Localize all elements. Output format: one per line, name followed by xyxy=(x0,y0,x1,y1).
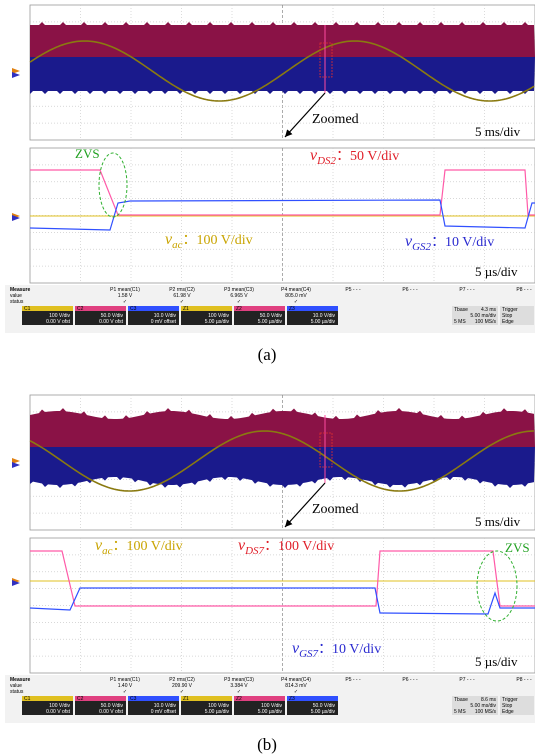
param-status: ✓ xyxy=(123,299,127,305)
caption: (b) xyxy=(257,735,277,754)
channel-id: Z1 xyxy=(183,696,189,702)
param-status: ✓ xyxy=(237,689,241,695)
zoom-label: Zoomed xyxy=(312,112,359,127)
zoom-label: Zoomed xyxy=(312,502,359,517)
param-name: P7 - - - xyxy=(459,677,475,683)
channel-offset: 0.00 V ofst xyxy=(99,319,124,325)
param-name: P7 - - - xyxy=(459,287,475,293)
channel-marker xyxy=(12,462,20,468)
channel-id: Z1 xyxy=(183,306,189,312)
channel-offset: 5.00 µs/div xyxy=(205,709,230,715)
channel-offset: 5.00 µs/div xyxy=(205,319,230,325)
label-scale: ：100 V/div xyxy=(113,539,183,554)
gs-envelope xyxy=(30,57,535,94)
param-status: ✓ xyxy=(294,689,298,695)
param-status: ✓ xyxy=(294,299,298,305)
label-subscript: GS7 xyxy=(299,648,318,660)
channel-id: C2 xyxy=(77,306,84,312)
param-status: ✓ xyxy=(180,689,184,695)
label-scale: ：10 V/div xyxy=(318,642,381,657)
channel-id: C1 xyxy=(24,696,31,702)
tb-samples: 5 MS xyxy=(454,709,466,715)
channel-offset: 5.00 µs/div xyxy=(311,709,336,715)
measure-row: status xyxy=(10,689,24,695)
param-name: P6 - - - xyxy=(402,677,418,683)
label-subscript: GS2 xyxy=(412,241,431,253)
label-subscript: DS7 xyxy=(244,545,264,557)
tb-label: Tbase xyxy=(454,307,468,313)
tb-rate: 100 MS/s xyxy=(475,319,497,325)
zvs-label: ZVS xyxy=(505,540,530,555)
channel-offset: 0.00 V ofst xyxy=(99,709,124,715)
channel-id: Z2 xyxy=(236,696,242,702)
trig-type: Edge xyxy=(502,319,514,325)
channel-id: C2 xyxy=(77,696,84,702)
channel-offset: 0.00 V ofst xyxy=(46,319,71,325)
param-name: P5 - - - xyxy=(345,677,361,683)
channel-id: C1 xyxy=(24,306,31,312)
tb-label: Tbase xyxy=(454,697,468,703)
channel-id: Z3 xyxy=(289,306,295,312)
channel-offset: 5.00 µs/div xyxy=(258,319,283,325)
param-name: P6 - - - xyxy=(402,287,418,293)
label-subscript: DS2 xyxy=(316,155,336,167)
channel-offset: 0.00 V ofst xyxy=(46,709,71,715)
label-subscript: ac xyxy=(102,545,113,557)
param-name: P8 - - - xyxy=(516,677,532,683)
param-name: P8 - - - xyxy=(516,287,532,293)
timebase: 5 µs/div xyxy=(475,264,518,279)
channel-id: Z2 xyxy=(236,306,242,312)
param-status: ✓ xyxy=(180,299,184,305)
label-scale: ：10 V/div xyxy=(431,235,494,250)
label-scale: ：100 V/div xyxy=(264,539,334,554)
channel-id: C3 xyxy=(130,306,137,312)
channel-offset: 5.00 µs/div xyxy=(311,319,336,325)
ds-envelope xyxy=(30,22,535,57)
zvs-label: ZVS xyxy=(75,146,100,161)
channel-offset: 5.00 µs/div xyxy=(258,709,283,715)
param-status: ✓ xyxy=(123,689,127,695)
label-subscript: ac xyxy=(172,239,183,251)
channel-id: Z3 xyxy=(289,696,295,702)
tb-rate: 100 MS/s xyxy=(475,709,497,715)
measure-row: status xyxy=(10,299,24,305)
timebase: 5 ms/div xyxy=(475,124,521,139)
caption: (a) xyxy=(258,345,277,364)
param-status: ✓ xyxy=(237,299,241,305)
label-scale: ：50 V/div xyxy=(336,149,399,164)
trig-type: Edge xyxy=(502,709,514,715)
channel-id: C3 xyxy=(130,696,137,702)
channel-marker xyxy=(12,72,20,78)
tb-samples: 5 MS xyxy=(454,319,466,325)
timebase: 5 ms/div xyxy=(475,514,521,529)
channel-offset: 0 mV offset xyxy=(151,709,177,715)
channel-offset: 0 mV offset xyxy=(151,319,177,325)
label-scale: ：100 V/div xyxy=(183,233,253,248)
timebase: 5 µs/div xyxy=(475,654,518,669)
page: Zoomed5 ms/divZVSvDS2：50 V/divvac：100 V/… xyxy=(0,0,535,756)
figure: Zoomed5 ms/divZVSvDS2：50 V/divvac：100 V/… xyxy=(0,0,535,756)
param-name: P5 - - - xyxy=(345,287,361,293)
